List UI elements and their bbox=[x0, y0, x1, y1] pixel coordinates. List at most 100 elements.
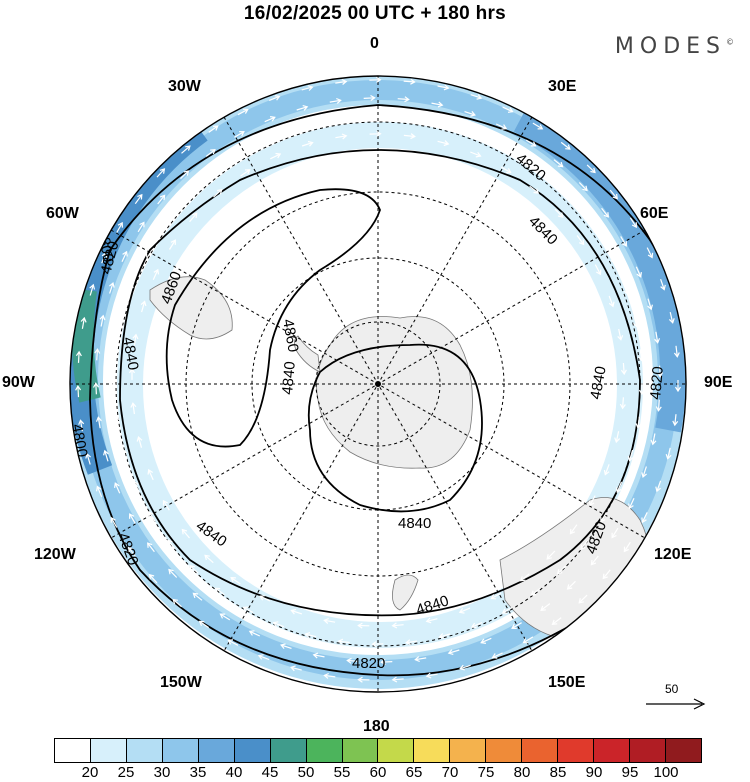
wind-arrow-head bbox=[274, 95, 281, 101]
wind-arrow-head bbox=[556, 568, 563, 575]
wind-arrow-head bbox=[590, 559, 597, 566]
wind-arrow-head bbox=[546, 554, 552, 560]
wind-arrow bbox=[95, 383, 97, 395]
wind-arrow bbox=[89, 284, 94, 296]
wind-arrow bbox=[437, 140, 449, 145]
wind-arrow bbox=[552, 617, 562, 625]
wind-arrow bbox=[611, 527, 619, 538]
chart-title: 16/02/2025 00 UTC + 180 hrs bbox=[243, 3, 507, 24]
wind-arrow bbox=[578, 182, 588, 191]
wind-arrow-head bbox=[614, 437, 621, 444]
wind-arrow-head bbox=[328, 117, 335, 124]
wind-arrow-head bbox=[425, 672, 432, 679]
antarctica-land bbox=[316, 316, 473, 469]
wind-arrow bbox=[646, 247, 653, 258]
wind-arrow bbox=[199, 620, 210, 629]
wind-arrow-head bbox=[611, 532, 617, 539]
wind-arrow-head bbox=[142, 251, 148, 258]
wind-arrow-head bbox=[619, 403, 626, 410]
wind-arrow bbox=[104, 450, 109, 462]
wind-arrow bbox=[426, 618, 438, 622]
wind-arrow-head bbox=[429, 118, 436, 125]
wind-arrow-head bbox=[612, 193, 618, 200]
wind-arrow-head bbox=[159, 168, 166, 174]
wind-arrow-head bbox=[615, 487, 622, 494]
wind-arrow-head bbox=[638, 355, 645, 362]
wind-arrow-head bbox=[110, 381, 117, 388]
wind-arrow-head bbox=[214, 587, 221, 593]
wind-arrow bbox=[280, 644, 292, 649]
wind-arrow-head bbox=[438, 633, 445, 639]
wind-arrow bbox=[569, 198, 578, 208]
wind-arrow bbox=[141, 301, 146, 313]
wind-arrow bbox=[629, 449, 634, 461]
wind-arrow-head bbox=[160, 223, 166, 230]
wind-arrow bbox=[500, 166, 511, 174]
wind-arrow-head bbox=[569, 528, 576, 535]
wind-arrow-head bbox=[153, 268, 160, 275]
contour-label-4860-c: 4860 bbox=[279, 318, 302, 354]
wind-arrow bbox=[560, 141, 571, 150]
reference-vector-label: 50 bbox=[665, 682, 679, 696]
wind-arrow-head bbox=[655, 486, 661, 493]
wind-arrow-head bbox=[596, 269, 602, 276]
wind-arrow-head bbox=[94, 348, 101, 354]
wind-arrow bbox=[439, 633, 451, 638]
wind-arrow bbox=[122, 449, 128, 461]
wind-arrow bbox=[567, 580, 576, 590]
wind-arrow bbox=[335, 80, 347, 84]
wind-arrow-head bbox=[492, 140, 499, 146]
wind-arrow-head bbox=[337, 638, 344, 645]
wind-max-west bbox=[71, 288, 101, 403]
wind-arrow-head bbox=[476, 94, 483, 100]
wind-arrow-head bbox=[437, 101, 444, 108]
wind-arrow-head bbox=[140, 300, 147, 307]
wind-arrow bbox=[602, 569, 611, 579]
wind-arrow-head bbox=[565, 144, 571, 150]
wind-arrow-head bbox=[660, 284, 666, 291]
colorbar-swatch bbox=[90, 739, 127, 762]
wind-arrow bbox=[502, 106, 513, 113]
wind-arrow bbox=[290, 666, 302, 671]
wind-arrow bbox=[291, 609, 303, 615]
wind-arrow bbox=[180, 170, 189, 180]
wind-vectors bbox=[75, 76, 682, 683]
wind-arrow bbox=[426, 673, 438, 677]
wind-arrow-head bbox=[147, 542, 153, 548]
wind-arrow bbox=[647, 298, 652, 310]
wind-arrow bbox=[609, 189, 618, 199]
wind-arrow bbox=[156, 168, 165, 178]
wind-arrow bbox=[620, 236, 627, 247]
wind-arrow bbox=[86, 453, 91, 465]
wind-arrow bbox=[623, 541, 631, 552]
wind-arrow-head bbox=[110, 516, 116, 523]
wind-arrow bbox=[181, 145, 191, 154]
wind-arrow-head bbox=[414, 656, 420, 663]
wind-arrow-head bbox=[425, 617, 432, 624]
wind-arrow-head bbox=[101, 252, 108, 258]
wind-arrow-head bbox=[172, 598, 179, 605]
wind-arrow-head bbox=[122, 250, 128, 257]
wind-arrow-head bbox=[600, 517, 606, 523]
wind-arrow-head bbox=[112, 347, 119, 354]
wind-arrow-head bbox=[380, 659, 386, 666]
lon-label-60e: 60E bbox=[640, 205, 669, 222]
wind-arrow bbox=[189, 565, 199, 574]
colorbar-swatch bbox=[594, 739, 630, 762]
wind-arrow-head bbox=[641, 517, 647, 524]
wind-arrow-head bbox=[505, 168, 512, 174]
wind-arrow-head bbox=[198, 620, 205, 627]
wind-arrow-head bbox=[665, 454, 672, 460]
contour-label-4820-e: 4820 bbox=[647, 366, 667, 401]
wind-arrow-head bbox=[638, 389, 645, 396]
wind-arrow-head bbox=[121, 448, 128, 455]
wind-arrow-head bbox=[590, 167, 596, 174]
wind-arrow bbox=[296, 106, 308, 111]
wind-arrow-head bbox=[192, 592, 199, 599]
wind-arrow-head bbox=[148, 511, 154, 517]
wind-arrow bbox=[669, 311, 674, 323]
wind-arrow-head bbox=[95, 416, 102, 422]
wind-arrow bbox=[77, 351, 80, 363]
contour-label-4820-s: 4820 bbox=[352, 655, 385, 672]
wind-arrow bbox=[460, 664, 471, 670]
